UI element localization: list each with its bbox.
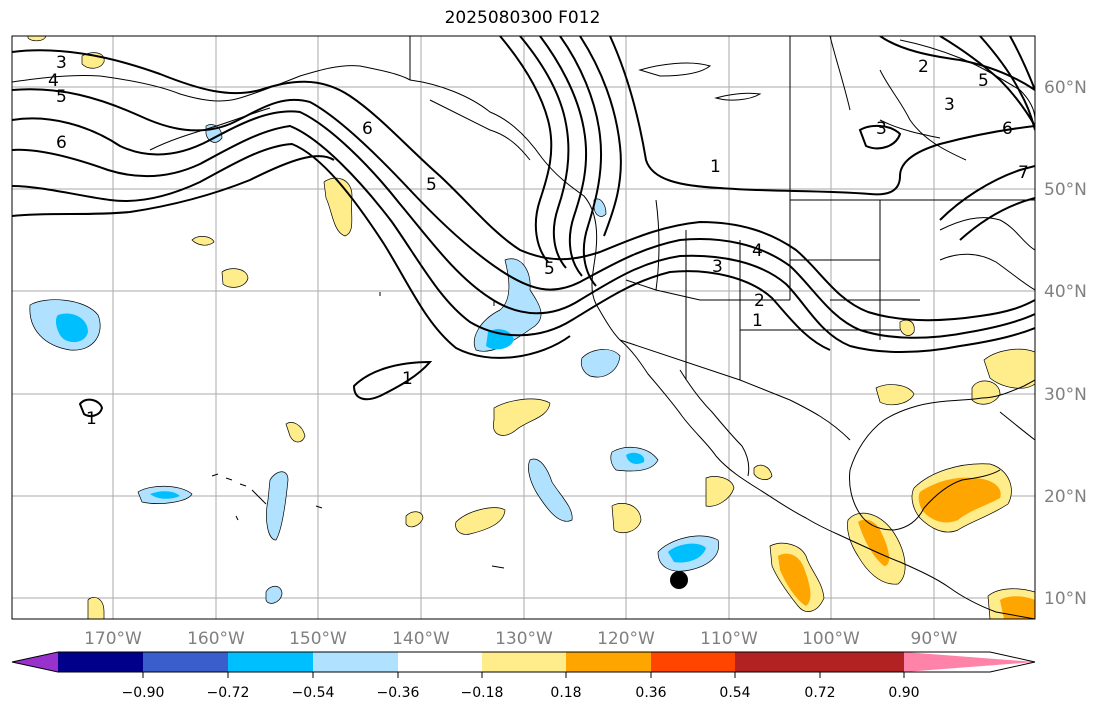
colorbar-tick-label: −0.90 bbox=[122, 685, 165, 701]
positive-core bbox=[918, 477, 1001, 523]
positive-region bbox=[87, 597, 105, 619]
lon-label: 150°W bbox=[289, 629, 347, 649]
colorbar-segment bbox=[228, 652, 313, 672]
map-frame bbox=[11, 35, 1036, 620]
positive-region bbox=[705, 476, 735, 507]
lat-label: 60°N bbox=[1044, 78, 1087, 98]
filled-contours bbox=[27, 36, 1035, 619]
contour-label: 3 bbox=[944, 95, 955, 115]
contour-label: 7 bbox=[1018, 163, 1029, 183]
colorbar-tick-label: 0.36 bbox=[635, 685, 666, 701]
lon-label: 120°W bbox=[597, 629, 655, 649]
latitude-labels: 60°N 50°N 40°N 30°N 20°N 10°N bbox=[1044, 78, 1087, 609]
contour-label: 4 bbox=[752, 241, 763, 261]
lon-label: 100°W bbox=[802, 629, 860, 649]
colorbar-tick-label: 0.72 bbox=[804, 685, 835, 701]
negative-core bbox=[150, 491, 180, 499]
lat-label: 20°N bbox=[1044, 487, 1087, 507]
negative-region bbox=[265, 585, 283, 604]
positive-region bbox=[492, 398, 551, 436]
lat-label: 30°N bbox=[1044, 385, 1087, 405]
positive-region bbox=[191, 236, 215, 246]
contour-label: 3 bbox=[712, 257, 723, 277]
negative-core bbox=[668, 543, 706, 563]
positive-region bbox=[875, 384, 915, 406]
coastlines bbox=[12, 36, 1035, 619]
lon-label: 90°W bbox=[911, 629, 958, 649]
lat-label: 10°N bbox=[1044, 589, 1087, 609]
negative-region bbox=[580, 349, 621, 378]
contour-label: 3 bbox=[876, 119, 887, 139]
negative-region bbox=[266, 471, 289, 541]
positive-region bbox=[455, 507, 506, 535]
colorbar-outline bbox=[11, 651, 1036, 673]
geopotential-contours bbox=[12, 36, 1035, 417]
contour-label: 6 bbox=[1002, 119, 1013, 139]
positive-region bbox=[611, 503, 642, 534]
lon-label: 170°W bbox=[84, 629, 142, 649]
colorbar-ticks bbox=[142, 672, 905, 678]
colorbar-segment bbox=[735, 652, 820, 672]
lon-label: 140°W bbox=[392, 629, 450, 649]
positive-core bbox=[1000, 596, 1035, 619]
colorbar-segment bbox=[313, 652, 398, 672]
negative-region bbox=[593, 198, 607, 217]
colorbar-segment bbox=[58, 652, 143, 672]
colorbar-tick-label: 0.90 bbox=[888, 685, 919, 701]
colorbar-extend-low bbox=[12, 652, 58, 672]
map-title: 2025080300 F012 bbox=[444, 8, 601, 28]
contour-label: 5 bbox=[544, 259, 555, 279]
colorbar-extend-high bbox=[904, 652, 1035, 672]
islands bbox=[211, 292, 505, 569]
contour-labels: 3 4 5 6 6 5 5 4 3 1 1 1 1 3 2 2 3 5 6 7 bbox=[48, 53, 1029, 429]
contour-label: 5 bbox=[426, 175, 437, 195]
contour-label: 1 bbox=[86, 409, 97, 429]
contour-label: 1 bbox=[402, 369, 413, 389]
contour-label: 2 bbox=[918, 57, 929, 77]
colorbar-tick-label: 0.18 bbox=[550, 685, 581, 701]
lon-label: 130°W bbox=[495, 629, 553, 649]
contour-label: 6 bbox=[56, 133, 67, 153]
colorbar-tick-label: −0.72 bbox=[207, 685, 250, 701]
positive-region bbox=[983, 348, 1035, 389]
colorbar-segment bbox=[820, 652, 904, 672]
positive-core bbox=[778, 553, 811, 606]
contour-label: 1 bbox=[710, 157, 721, 177]
contour-label: 6 bbox=[362, 119, 373, 139]
positive-region bbox=[405, 511, 424, 528]
negative-core bbox=[55, 313, 88, 343]
colorbar: −0.90 −0.72 −0.54 −0.36 −0.18 0.18 0.36 … bbox=[11, 651, 1036, 701]
positive-region bbox=[221, 268, 249, 288]
negative-region bbox=[528, 458, 573, 522]
contour-label: 3 bbox=[56, 53, 67, 73]
contour-label: 2 bbox=[754, 291, 765, 311]
longitude-labels: 170°W 160°W 150°W 140°W 130°W 120°W 110°… bbox=[84, 629, 958, 649]
colorbar-segment bbox=[651, 652, 735, 672]
contour-label: 4 bbox=[48, 71, 59, 91]
positive-region bbox=[285, 422, 306, 443]
positive-region bbox=[753, 464, 773, 480]
lon-label: 160°W bbox=[187, 629, 245, 649]
colorbar-segment bbox=[143, 652, 228, 672]
colorbar-tick-label: −0.18 bbox=[461, 685, 504, 701]
negative-core bbox=[626, 452, 645, 464]
positive-region bbox=[323, 177, 353, 237]
lon-label: 110°W bbox=[700, 629, 758, 649]
colorbar-tick-label: 0.54 bbox=[719, 685, 750, 701]
colorbar-tick-label: −0.54 bbox=[292, 685, 335, 701]
storm-center-dot bbox=[670, 571, 688, 589]
colorbar-tick-label: −0.36 bbox=[377, 685, 420, 701]
colorbar-segment bbox=[398, 652, 482, 672]
lat-label: 40°N bbox=[1044, 282, 1087, 302]
contour-label: 1 bbox=[752, 311, 763, 331]
contour-label: 5 bbox=[978, 71, 989, 91]
contour-label: 5 bbox=[56, 87, 67, 107]
lat-label: 50°N bbox=[1044, 180, 1087, 200]
colorbar-segment bbox=[482, 652, 566, 672]
colorbar-segment bbox=[566, 652, 651, 672]
